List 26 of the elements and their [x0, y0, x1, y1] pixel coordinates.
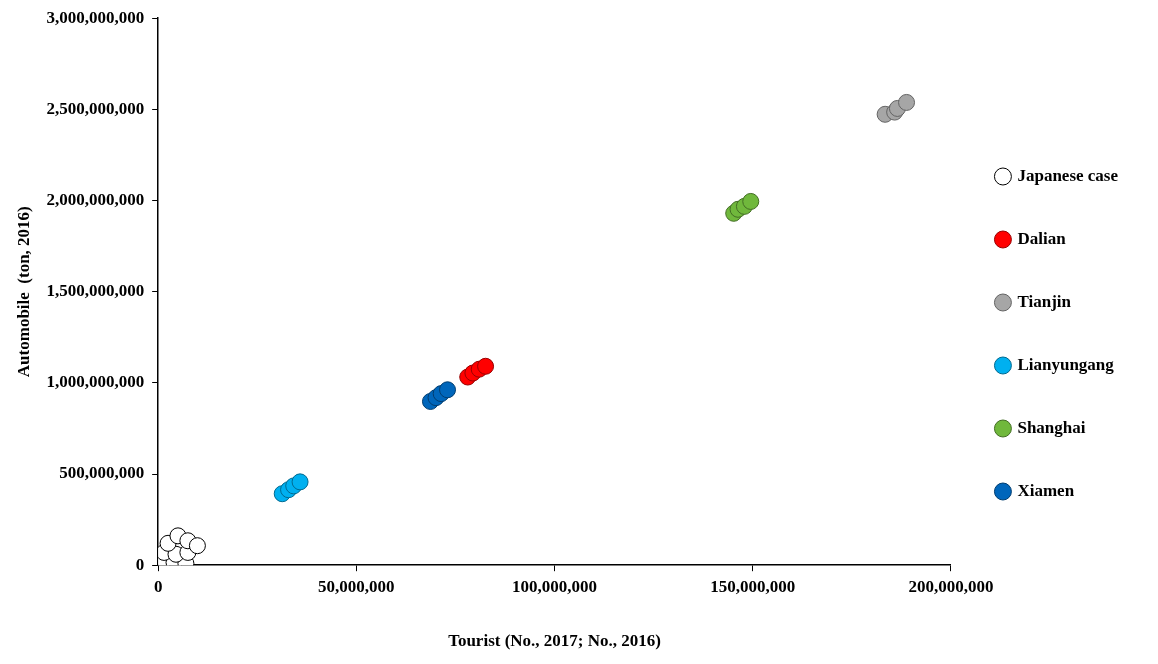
- x-tick-label: 50,000,000: [318, 576, 395, 596]
- legend-label: Xiamen: [1017, 480, 1075, 500]
- point: [898, 93, 916, 111]
- x-axis-title: Tourist (No., 2017; No., 2016): [448, 631, 661, 651]
- y-axis-title: Automobile (ton, 2016): [13, 206, 33, 378]
- legend-label: Tianjin: [1017, 291, 1072, 311]
- legend-label: Dalian: [1017, 228, 1067, 248]
- x-tick-label: 200,000,000: [908, 576, 994, 596]
- y-tick-label: 2,500,000,000: [46, 98, 145, 118]
- y-tick-label: 1,500,000,000: [46, 281, 145, 301]
- legend-label: Japanese case: [1017, 165, 1119, 185]
- point: [742, 192, 760, 210]
- x-tick-label: 150,000,000: [710, 576, 796, 596]
- x-tick-label: 0: [153, 576, 163, 596]
- y-tick-label: 2,000,000,000: [46, 189, 145, 209]
- y-tick-label: 0: [135, 554, 145, 574]
- y-tick-label: 1,000,000,000: [46, 372, 145, 392]
- legend-label: Shanghai: [1017, 417, 1086, 437]
- legend-label: Lianyungang: [1017, 354, 1115, 374]
- point: [439, 381, 457, 399]
- y-tick-label: 3,000,000,000: [46, 7, 145, 27]
- x-tick-label: 100,000,000: [512, 576, 598, 596]
- point: [477, 357, 495, 375]
- point: [188, 537, 206, 555]
- point: [291, 473, 309, 491]
- y-tick-label: 500,000,000: [59, 463, 145, 483]
